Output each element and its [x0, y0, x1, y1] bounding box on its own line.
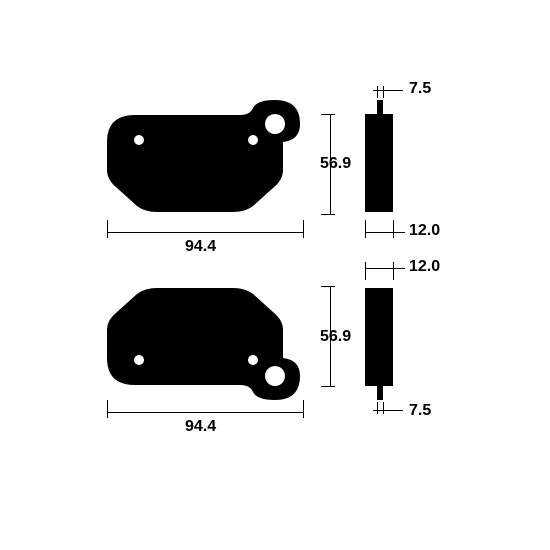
dim-line-width-top [107, 232, 303, 233]
dim-tick [321, 214, 335, 215]
dim-width-bottom: 94.4 [185, 418, 216, 436]
dim-tick [365, 262, 366, 280]
dim-tab-top: 7.5 [409, 80, 431, 98]
dim-thickness-bottom: 12.0 [409, 258, 440, 276]
technical-drawing: 94.4 56.9 7.5 12.0 12.0 [65, 100, 485, 450]
dim-width-top: 94.4 [185, 238, 216, 256]
dim-tick [393, 220, 394, 238]
dim-tick [321, 114, 335, 115]
dim-tick [365, 220, 366, 238]
dim-tick [107, 220, 108, 238]
dim-line-thick-bottom [365, 268, 405, 269]
brake-pad-bottom-face [95, 280, 315, 400]
dim-height-bottom: 56.9 [320, 328, 351, 346]
dim-tick [321, 286, 335, 287]
dim-tick [383, 402, 384, 414]
brake-pad-top-face [95, 100, 315, 220]
dim-tick [383, 86, 384, 98]
dim-tick [377, 402, 378, 414]
dim-thickness-top: 12.0 [409, 222, 440, 240]
dim-line-thick-top [365, 232, 405, 233]
dim-tick [377, 86, 378, 98]
brake-pad-bottom-side [365, 280, 395, 400]
dim-line-tab-top [373, 90, 403, 91]
dim-line-tab-bottom [373, 410, 403, 411]
dim-tick [303, 220, 304, 238]
dim-tick [393, 262, 394, 280]
dim-tick [303, 400, 304, 418]
dim-tick [107, 400, 108, 418]
dim-tab-bottom: 7.5 [409, 402, 431, 420]
dim-line-width-bottom [107, 412, 303, 413]
dim-height-top: 56.9 [320, 155, 351, 173]
dim-tick [321, 386, 335, 387]
brake-pad-top-side [365, 100, 395, 220]
